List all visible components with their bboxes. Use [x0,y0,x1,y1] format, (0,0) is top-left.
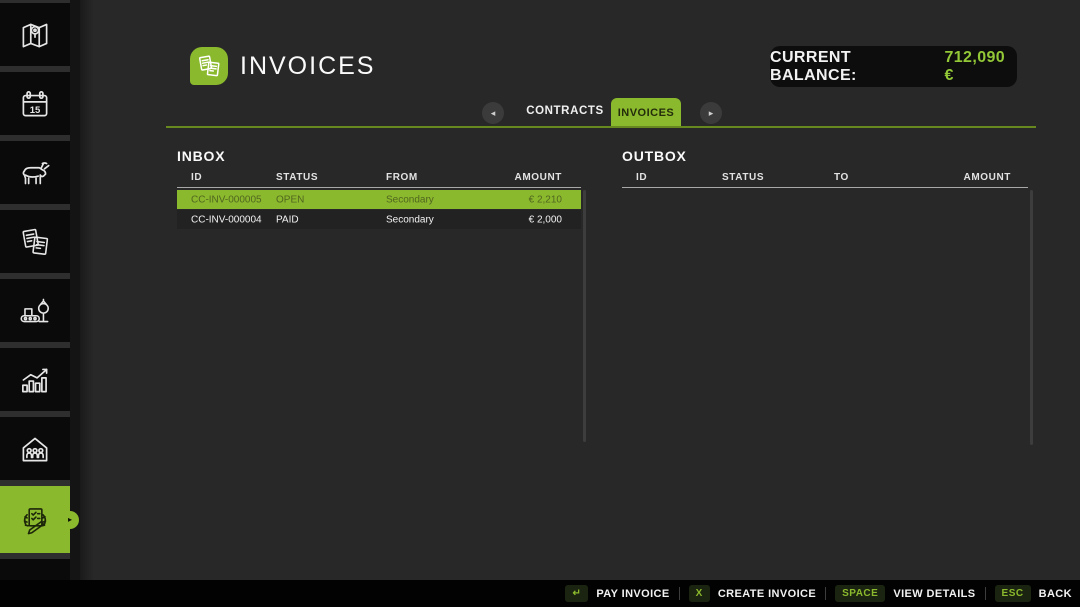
sidebar-item-production[interactable] [0,279,70,342]
statistics-icon [22,368,48,392]
inbox-scrollbar[interactable] [583,190,586,442]
inbox-header-amount: AMOUNT [514,172,562,183]
back-label: BACK [1038,587,1072,600]
sidebar-shadow [80,0,94,580]
active-indicator-icon: ▸ [61,510,79,529]
tab-next-button[interactable]: ▸ [700,102,722,124]
calendar-day: 15 [30,104,41,115]
footer-divider [825,587,827,600]
page-icon [190,47,228,85]
tab-prev-button[interactable]: ◂ [482,102,504,124]
outbox-header-amount: AMOUNT [963,172,1011,183]
create-invoice-action[interactable]: X CREATE INVOICE [688,585,817,602]
invoice-status: OPEN [276,194,305,205]
invoice-from: Secondary [386,194,434,205]
invoices-title-icon [198,55,220,77]
esc-key-icon: ESC [994,585,1031,602]
footer-divider [678,587,680,600]
balance-value: 712,090 € [944,48,1006,84]
x-key-icon: X [688,585,710,602]
animals-icon [22,161,50,184]
calendar-icon: 15 [22,90,48,116]
invoices-icon [23,507,47,534]
invoice-id: CC-INV-000004 [191,214,262,225]
tab-invoices[interactable]: INVOICES [611,98,681,127]
sidebar-item-animals[interactable] [0,141,70,204]
chevron-left-icon: ◂ [490,107,496,118]
invoice-from: Secondary [386,214,434,225]
map-icon [22,23,48,47]
view-details-action[interactable]: SPACE VIEW DETAILS [835,585,975,602]
outbox-header-to: TO [834,172,849,183]
invoice-amount: € 2,000 [528,214,562,225]
outbox-scrollbar[interactable] [1030,190,1033,445]
inbox-row-selected[interactable]: CC-INV-000005 OPEN Secondary € 2,210 [177,190,581,209]
create-invoice-label: CREATE INVOICE [717,587,817,600]
space-key-icon: SPACE [835,585,886,602]
footer-bar: ↵ PAY INVOICE X CREATE INVOICE SPACE VIE… [0,580,1080,607]
page-title: INVOICES [240,52,376,80]
outbox-header-rule [622,187,1028,188]
inbox-title: INBOX [177,148,226,164]
sidebar-item-invoices[interactable]: ▸ [0,486,79,553]
outbox-title: OUTBOX [622,148,687,164]
sidebar-item-contracts[interactable] [0,210,70,273]
inbox-header-from: FROM [386,172,418,183]
tab-contracts[interactable]: CONTRACTS [526,105,604,117]
production-icon [20,298,49,322]
sidebar-item-map[interactable] [0,3,70,66]
inbox-row[interactable]: CC-INV-000004 PAID Secondary € 2,000 [177,210,581,229]
inbox-header-rule [177,187,581,188]
invoice-id: CC-INV-000005 [191,194,262,205]
inbox-header-status: STATUS [276,172,319,183]
sidebar-item-farm[interactable] [0,417,70,480]
contracts-icon [22,228,49,255]
balance-label: CURRENT BALANCE: [770,48,857,84]
sidebar-item-statistics[interactable] [0,348,70,411]
outbox-header-id: ID [636,172,648,183]
invoice-status: PAID [276,214,299,225]
tab-underline [166,126,1036,128]
back-action[interactable]: ESC BACK [994,585,1072,602]
current-balance-badge: CURRENT BALANCE: 712,090 € [770,46,1017,87]
view-details-label: VIEW DETAILS [893,587,976,600]
pay-invoice-action[interactable]: ↵ PAY INVOICE [565,585,669,602]
sidebar-item-calendar[interactable]: 15 [0,72,70,135]
footer-divider [984,587,986,600]
invoice-amount: € 2,210 [528,194,562,205]
outbox-header-status: STATUS [722,172,765,183]
pay-invoice-label: PAY INVOICE [596,587,670,600]
enter-key-icon: ↵ [565,585,589,602]
inbox-header-id: ID [191,172,203,183]
chevron-right-icon: ▸ [708,107,714,118]
farm-icon [22,437,48,461]
sidebar: 15 [0,0,80,607]
